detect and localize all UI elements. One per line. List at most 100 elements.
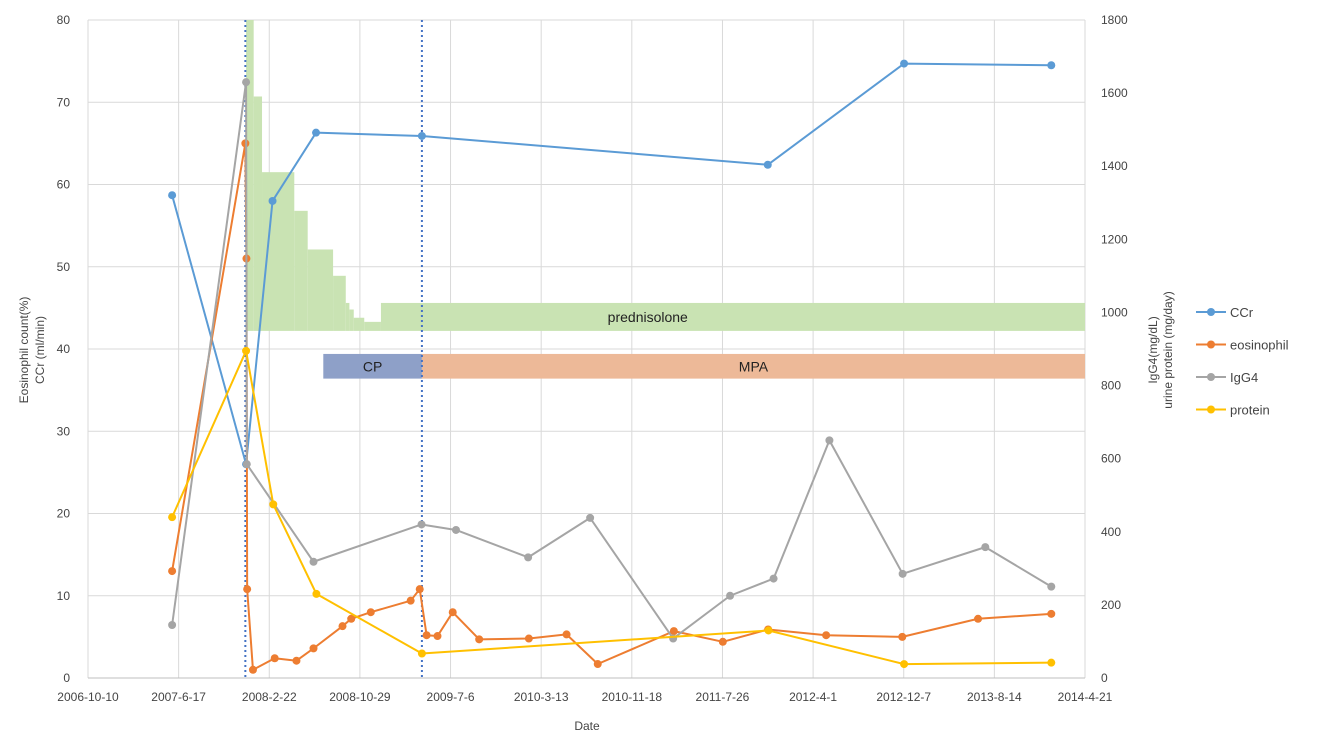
cp-bar [323,353,422,379]
x-tick-label: 2010-3-13 [514,690,569,704]
eosinophil-point [475,635,484,644]
y-right-tick-label: 400 [1101,525,1121,539]
prednisolone-step [380,302,1085,331]
x-axis-title: Date [574,719,600,733]
eosinophil-point [448,608,457,617]
eosinophil-point [822,631,831,640]
eosinophil-point [593,660,602,669]
igg4-point [451,525,460,534]
series-lines [168,59,1056,674]
protein-point [1047,658,1056,667]
igg4-point [898,569,907,578]
y-right-tick-label: 1800 [1101,13,1128,27]
protein-line [171,349,1052,666]
eosinophil-point [422,631,431,640]
ccr-point [1047,61,1056,70]
prednisolone-step [333,275,346,331]
y-left-axis-title-line1: Eosinophil count(%) [17,297,31,404]
y-left-tick-label: 50 [57,260,71,274]
prednisolone-step [253,96,263,331]
x-tick-label: 2007-6-17 [151,690,206,704]
igg4-point [769,574,778,583]
eosinophil-point [562,630,571,639]
y-right-tick-label: 1200 [1101,232,1128,246]
eosinophil-point [347,614,356,623]
legend-protein-label: protein [1230,403,1270,418]
x-tick-label: 2009-7-6 [427,690,475,704]
protein-point [312,589,321,598]
x-tick-label: 2006-10-10 [57,690,119,704]
eosinophil-point [974,614,983,623]
x-tick-label: 2013-8-14 [967,690,1022,704]
y-left-tick-label: 0 [63,671,70,685]
ccr-point [268,196,277,205]
mpa-bar [421,353,1085,379]
eosinophil-point [718,637,727,646]
legend-igg4-label: IgG4 [1230,370,1258,385]
igg4-point [168,620,177,629]
eosinophil-point [366,608,375,617]
y-right-tick-label: 800 [1101,379,1121,393]
y-right-tick-label: 0 [1101,671,1108,685]
eosinophil-point [338,622,347,631]
prednisolone-step [364,321,381,331]
y-right-tick-label: 1000 [1101,305,1128,319]
igg4-point [524,553,533,562]
igg4-point [825,436,834,445]
prednisolone-step [345,302,350,331]
eosinophil-point [309,644,318,653]
y-left-axis-title-line2: CCr (ml/min) [33,316,47,384]
prednisolone-step [349,309,354,331]
eosinophil-point [406,596,415,605]
legend-ccr-label: CCr [1230,305,1254,320]
protein-point [242,346,251,355]
y-left-tick-label: 10 [57,589,71,603]
eosinophil-point [433,632,442,641]
y-left-tick-label: 30 [57,424,71,438]
prednisolone-label: prednisolone [608,309,688,325]
protein-point [417,649,426,658]
igg4-point [981,543,990,552]
axes: 0102030405060708002004006008001000120014… [57,13,1128,704]
legend-igg4-marker [1207,373,1215,381]
igg4-point [309,557,318,566]
x-tick-label: 2012-4-1 [789,690,837,704]
ccr-point [900,59,909,68]
eosinophil-point [669,627,678,636]
x-tick-label: 2008-10-29 [329,690,391,704]
protein-point [764,626,773,635]
legend-eosinophil-label: eosinophil [1230,338,1289,353]
eosinophil-point [168,567,177,576]
ccr-point [763,160,772,169]
treatment-bars: prednisolone CP MPA [246,20,1085,379]
legend-eosinophil-marker [1207,340,1215,349]
igg4-point [242,460,251,469]
eosinophil-point [292,656,301,665]
y-right-tick-label: 1400 [1101,159,1128,173]
igg4-point [586,513,595,522]
ccr-line [171,62,1052,466]
legend-ccr-marker [1207,308,1215,316]
eosinophil-point [248,665,257,674]
x-tick-label: 2008-2-22 [242,690,297,704]
y-left-tick-label: 70 [57,95,71,109]
prednisolone-step [353,317,365,331]
legend-protein-marker [1207,405,1215,414]
x-tick-label: 2012-12-7 [876,690,931,704]
ccr-point [312,128,321,137]
igg4-point [726,591,735,600]
eosinophil-point [270,654,279,663]
prednisolone-step [246,20,254,331]
y-right-axis-title-line1: IgG4(mg/dL) [1146,316,1160,383]
igg4-point [417,520,426,529]
prednisolone-step [294,210,308,331]
x-tick-label: 2011-7-26 [696,690,750,704]
igg4-point [1047,582,1056,591]
ccr-point [168,191,177,200]
ccr-point [417,131,426,140]
eosinophil-point [524,634,533,643]
y-right-axis-title-line2: urine protein (mg/day) [1161,291,1175,408]
prednisolone-step [307,249,334,331]
mpa-label: MPA [739,358,769,374]
